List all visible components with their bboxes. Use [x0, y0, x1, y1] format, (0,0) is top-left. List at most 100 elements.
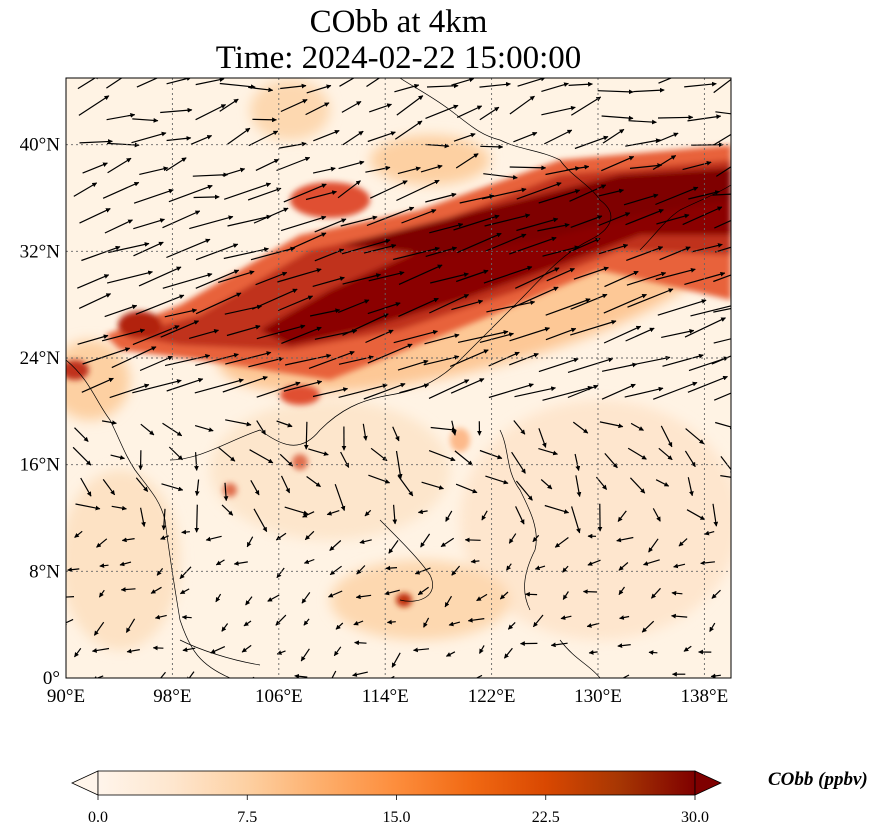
wind-arrow	[166, 135, 192, 142]
wind-arrow	[512, 286, 559, 309]
wind-arrow	[328, 590, 343, 598]
wind-arrow	[353, 620, 364, 626]
wind-arrow	[308, 350, 355, 369]
wind-arrow	[456, 105, 483, 118]
wind-arrow	[82, 162, 108, 174]
wind-arrow	[333, 646, 342, 657]
wind-arrow	[303, 558, 315, 564]
wind-arrow	[194, 452, 199, 471]
wind-arrow	[284, 506, 309, 516]
wind-arrow	[386, 619, 396, 625]
wind-arrow	[627, 447, 647, 460]
wind-arrow	[686, 509, 706, 521]
wind-arrow	[417, 586, 429, 596]
wind-arrow	[251, 288, 298, 310]
wind-arrow	[363, 382, 406, 400]
wind-arrow	[302, 511, 315, 518]
graticule	[66, 78, 731, 678]
wind-arrow	[283, 380, 323, 392]
wind-arrow	[110, 454, 125, 460]
wind-arrow	[66, 596, 75, 598]
wind-arrow	[509, 327, 550, 342]
wind-arrow	[457, 330, 509, 343]
wind-arrow	[397, 475, 414, 497]
lon-tick-label: 106°E	[255, 686, 303, 707]
wind-arrow	[314, 248, 345, 262]
wind-arrow	[713, 274, 731, 283]
wind-arrow	[326, 510, 340, 516]
wind-arrow	[617, 510, 627, 522]
lon-tick-label: 138°E	[681, 686, 729, 707]
wind-arrow	[101, 328, 146, 342]
wind-arrow	[104, 304, 138, 318]
wind-arrow	[132, 379, 182, 394]
wind-arrow	[572, 421, 589, 434]
wind-arrow	[192, 172, 229, 178]
wind-arrow	[700, 560, 715, 566]
wind-arrow	[166, 238, 211, 259]
wind-arrow	[132, 325, 180, 346]
wind-arrow	[481, 510, 488, 521]
wind-arrow	[280, 215, 327, 232]
wind-arrow	[304, 530, 315, 541]
wind-arrow	[136, 78, 159, 88]
wind-arrow	[106, 78, 123, 89]
wind-arrow	[655, 132, 679, 144]
wind-arrow	[541, 105, 576, 116]
wind-arrow	[684, 81, 717, 88]
wind-arrow	[571, 506, 581, 534]
wind-arrow	[503, 647, 513, 659]
wind-arrow	[139, 355, 173, 372]
wind-arrow	[121, 537, 135, 543]
wind-arrow	[562, 565, 569, 573]
co-field-plume	[66, 145, 731, 607]
wind-arrow	[166, 78, 192, 85]
wind-arrow	[394, 120, 423, 140]
wind-arrow	[662, 353, 704, 367]
wind-arrow	[470, 558, 480, 564]
wind-arrow	[106, 270, 153, 284]
wind-arrow	[513, 131, 538, 143]
wind-arrow	[280, 83, 307, 90]
wind-arrow	[81, 245, 121, 262]
wind-arrow	[570, 319, 617, 336]
wind-arrow	[545, 327, 577, 341]
wind-arrow	[340, 215, 378, 227]
wind-arrow	[219, 82, 256, 90]
wind-arrow	[305, 190, 337, 201]
wind-arrow	[194, 504, 200, 533]
wind-arrow	[481, 187, 527, 200]
wind-arrow	[160, 671, 166, 678]
wind-arrow	[574, 453, 581, 471]
wind-arrow	[597, 89, 634, 95]
wind-arrow	[475, 674, 483, 678]
wind-arrow	[424, 333, 460, 345]
wind-arrow	[655, 479, 670, 487]
wind-arrow	[660, 425, 673, 448]
wind-arrow	[221, 504, 234, 516]
wind-arrow	[161, 508, 167, 531]
wind-arrow	[342, 273, 382, 285]
wind-arrow	[93, 621, 105, 636]
wind-arrow	[188, 329, 219, 339]
wind-arrow	[430, 426, 457, 433]
wind-arrow	[91, 647, 110, 653]
wind-arrow	[401, 209, 437, 224]
wind-arrow	[277, 295, 314, 312]
wind-arrow	[618, 562, 629, 571]
colorbar-extend-low	[71, 770, 99, 796]
wind-arrow	[280, 475, 291, 494]
wind-arrow	[215, 559, 225, 566]
colorbar-tick-label: 30.0	[681, 809, 709, 826]
wind-arrow	[508, 353, 539, 366]
wind-arrow	[426, 83, 459, 89]
wind-arrow	[312, 387, 349, 398]
wind-arrow	[488, 383, 534, 399]
wind-arrow	[713, 307, 731, 313]
wind-arrow	[715, 246, 731, 253]
wind-arrow	[450, 378, 485, 394]
wind-arrow	[710, 673, 721, 678]
wind-arrow	[451, 299, 484, 311]
wind-arrow	[566, 164, 590, 171]
wind-arrow	[604, 270, 639, 288]
